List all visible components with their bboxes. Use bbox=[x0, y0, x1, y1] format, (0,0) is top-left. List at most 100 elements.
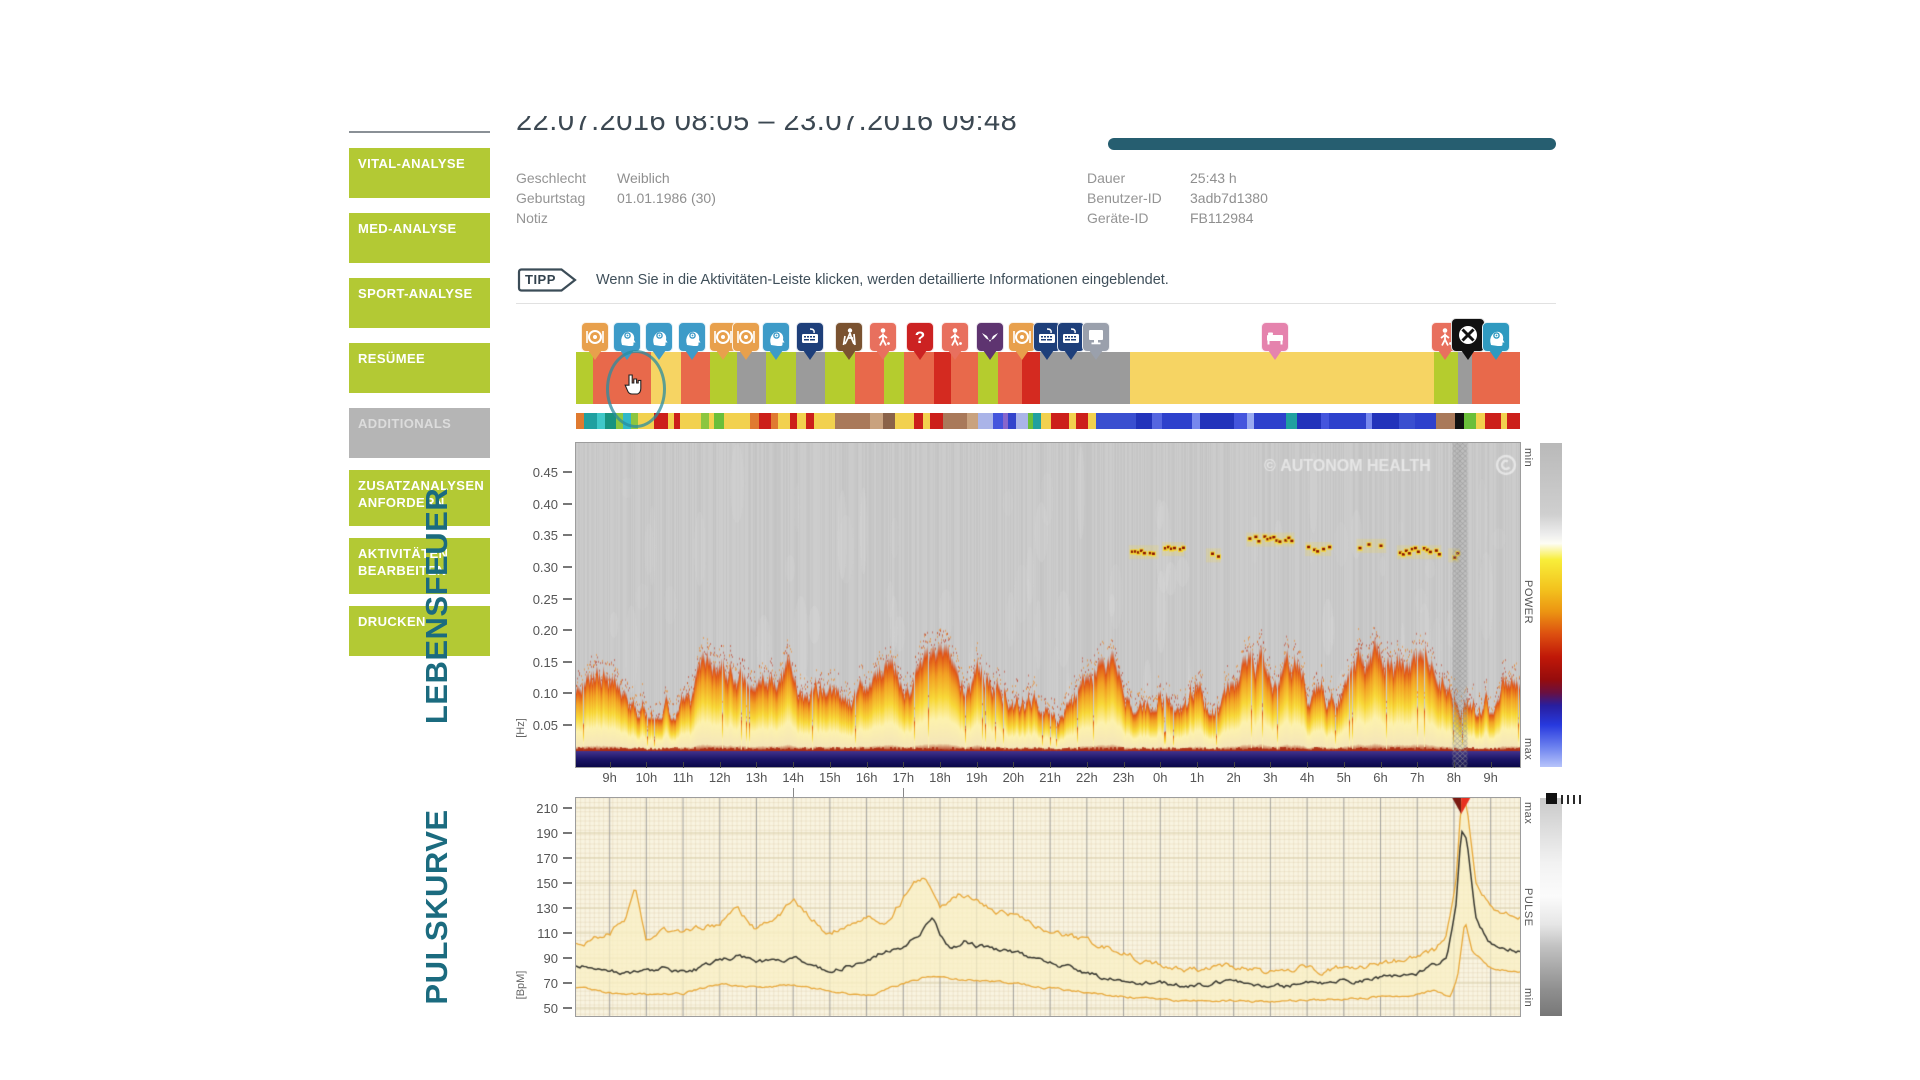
strip-segment[interactable] bbox=[1501, 413, 1507, 429]
strip-segment[interactable] bbox=[869, 413, 884, 429]
strip-segment[interactable] bbox=[796, 413, 806, 429]
activity-segment[interactable] bbox=[1434, 352, 1458, 404]
strip-segment[interactable] bbox=[714, 413, 724, 429]
activity-marker-head-gear-icon[interactable] bbox=[1482, 322, 1510, 360]
activity-segment[interactable] bbox=[710, 352, 737, 404]
strip-segment[interactable] bbox=[1016, 413, 1029, 429]
strip-segment[interactable] bbox=[1454, 413, 1465, 429]
activity-marker-meal-icon[interactable] bbox=[1008, 322, 1036, 360]
strip-segment[interactable] bbox=[1033, 413, 1042, 429]
strip-segment[interactable] bbox=[790, 413, 797, 429]
strip-segment[interactable] bbox=[771, 413, 779, 429]
strip-segment[interactable] bbox=[1199, 413, 1235, 429]
strip-segment[interactable] bbox=[1008, 413, 1017, 429]
strip-segment[interactable] bbox=[1095, 413, 1136, 429]
activity-segment[interactable] bbox=[884, 352, 904, 404]
strip-segment[interactable] bbox=[723, 413, 751, 429]
activity-marker-head-gear-icon[interactable] bbox=[613, 322, 641, 360]
strip-segment[interactable] bbox=[1365, 413, 1373, 429]
activity-segment[interactable] bbox=[978, 352, 998, 404]
strip-segment[interactable] bbox=[679, 413, 701, 429]
strip-segment[interactable] bbox=[883, 413, 896, 429]
strip-segment[interactable] bbox=[1234, 413, 1248, 429]
sidebar-button-zusatzanalysen-anfordern[interactable]: ZUSATZANALYSEN ANFORDERN bbox=[349, 470, 490, 526]
strip-segment[interactable] bbox=[1285, 413, 1297, 429]
strip-segment[interactable] bbox=[778, 413, 791, 429]
activity-marker-bed-icon[interactable] bbox=[1261, 322, 1289, 360]
activity-marker-keyboard-icon[interactable] bbox=[1057, 322, 1085, 360]
strip-segment[interactable] bbox=[929, 413, 943, 429]
strip-segment[interactable] bbox=[1506, 413, 1520, 429]
strip-segment[interactable] bbox=[576, 413, 584, 429]
activity-marker-head-gear-icon[interactable] bbox=[645, 322, 673, 360]
activity-segment[interactable] bbox=[904, 352, 934, 404]
strip-segment[interactable] bbox=[1151, 413, 1163, 429]
strip-segment[interactable] bbox=[1069, 413, 1076, 429]
strip-segment[interactable] bbox=[1254, 413, 1286, 429]
strip-segment[interactable] bbox=[1414, 413, 1437, 429]
strip-segment[interactable] bbox=[1162, 413, 1192, 429]
sidebar-button-sport-analyse[interactable]: SPORT-ANALYSE bbox=[349, 278, 490, 328]
sidebar-button-res-mee[interactable]: RESÜMEE bbox=[349, 343, 490, 393]
strip-segment[interactable] bbox=[667, 413, 675, 429]
strip-segment[interactable] bbox=[1464, 413, 1477, 429]
strip-segment[interactable] bbox=[1087, 413, 1096, 429]
activity-marker-hiker-icon[interactable] bbox=[835, 322, 863, 360]
strip-segment[interactable] bbox=[1002, 413, 1009, 429]
activity-marker-head-gear-icon[interactable] bbox=[762, 322, 790, 360]
sidebar-button-drucken[interactable]: DRUCKEN bbox=[349, 606, 490, 656]
activity-marker-person-icon[interactable] bbox=[869, 322, 897, 360]
activity-marker-x-circle-icon[interactable] bbox=[1451, 318, 1485, 360]
strip-segment[interactable] bbox=[1328, 413, 1366, 429]
sidebar-button-aktivit-ten-bearbeiten[interactable]: AKTIVITÄTEN BEARBEITEN bbox=[349, 538, 490, 594]
activity-marker-head-gear-icon[interactable] bbox=[678, 322, 706, 360]
strip-segment[interactable] bbox=[708, 413, 715, 429]
strip-segment[interactable] bbox=[750, 413, 760, 429]
strip-segment[interactable] bbox=[813, 413, 836, 429]
activity-segment[interactable] bbox=[576, 352, 593, 404]
strip-segment[interactable] bbox=[1247, 413, 1255, 429]
strip-segment[interactable] bbox=[1135, 413, 1152, 429]
strip-segment[interactable] bbox=[1476, 413, 1486, 429]
strip-segment[interactable] bbox=[1075, 413, 1088, 429]
strip-segment[interactable] bbox=[1041, 413, 1051, 429]
sidebar-button-additionals[interactable]: ADDITIONALS bbox=[349, 408, 490, 458]
activity-segment[interactable] bbox=[681, 352, 710, 404]
activity-segment[interactable] bbox=[951, 352, 978, 404]
activity-segment[interactable] bbox=[1022, 352, 1040, 404]
strip-segment[interactable] bbox=[1372, 413, 1399, 429]
strip-segment[interactable] bbox=[942, 413, 967, 429]
strip-segment[interactable] bbox=[1050, 413, 1070, 429]
sidebar-button-vital-analyse[interactable]: VITAL-ANALYSE bbox=[349, 148, 490, 198]
activity-segment[interactable] bbox=[766, 352, 796, 404]
strip-segment[interactable] bbox=[977, 413, 994, 429]
activity-marker-monitor-icon[interactable] bbox=[1082, 322, 1110, 360]
activity-segment[interactable] bbox=[825, 352, 855, 404]
activity-segment[interactable] bbox=[737, 352, 766, 404]
activity-segment[interactable] bbox=[855, 352, 884, 404]
strip-segment[interactable] bbox=[605, 413, 616, 429]
strip-segment[interactable] bbox=[1191, 413, 1200, 429]
strip-segment[interactable] bbox=[835, 413, 870, 429]
activity-segment[interactable] bbox=[1130, 352, 1434, 404]
strip-segment[interactable] bbox=[1436, 413, 1455, 429]
strip-segment[interactable] bbox=[700, 413, 709, 429]
strip-segment[interactable] bbox=[1399, 413, 1415, 429]
activity-segment[interactable] bbox=[1472, 352, 1520, 404]
strip-segment[interactable] bbox=[806, 413, 814, 429]
strip-segment[interactable] bbox=[1296, 413, 1321, 429]
strip-segment[interactable] bbox=[966, 413, 978, 429]
activity-marker-meal-icon[interactable] bbox=[581, 322, 609, 360]
activity-marker-meal-icon[interactable] bbox=[732, 322, 760, 360]
activity-segment[interactable] bbox=[1458, 352, 1472, 404]
activity-segment[interactable] bbox=[998, 352, 1022, 404]
sidebar-button-med-analyse[interactable]: MED-ANALYSE bbox=[349, 213, 490, 263]
strip-segment[interactable] bbox=[913, 413, 923, 429]
activity-segment[interactable] bbox=[796, 352, 825, 404]
activity-marker-bird-icon[interactable] bbox=[976, 322, 1004, 360]
strip-segment[interactable] bbox=[759, 413, 772, 429]
activity-marker-question-icon[interactable]: ? bbox=[906, 322, 934, 360]
strip-segment[interactable] bbox=[583, 413, 598, 429]
activity-segment[interactable] bbox=[1040, 352, 1130, 404]
strip-segment[interactable] bbox=[654, 413, 668, 429]
